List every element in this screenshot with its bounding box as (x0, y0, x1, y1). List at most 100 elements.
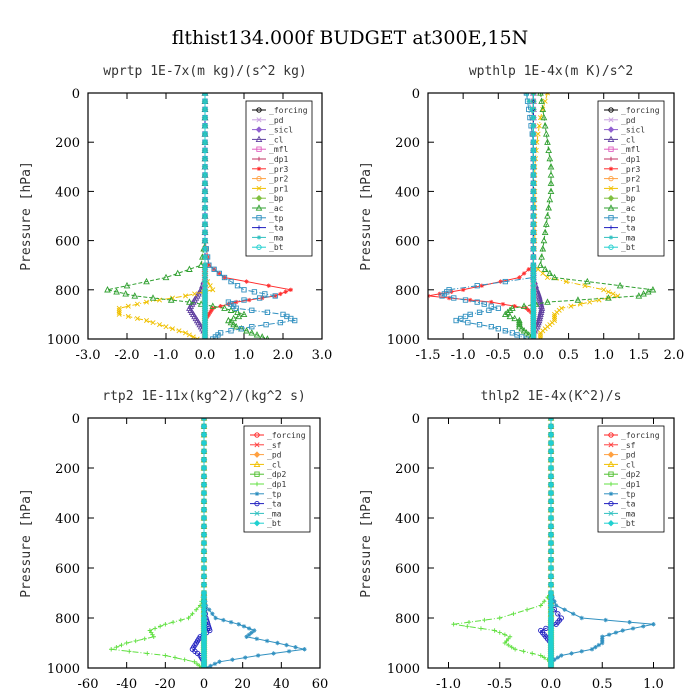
legend-marker (254, 471, 260, 477)
data-point (512, 647, 518, 652)
data-point (506, 642, 511, 648)
data-point (502, 640, 508, 646)
data-point (451, 295, 457, 301)
data-point (202, 246, 208, 252)
data-point (571, 611, 576, 617)
legend-label: _cl (621, 135, 636, 144)
data-point (589, 647, 595, 652)
y-tick-label: 600 (55, 562, 80, 577)
legend-marker (607, 451, 615, 458)
data-point (200, 581, 208, 588)
data-point (186, 298, 193, 305)
y-tick-label: 0 (72, 87, 80, 102)
data-point (213, 615, 218, 621)
legend-marker (256, 156, 262, 162)
data-point (241, 297, 247, 303)
data-point (127, 649, 132, 654)
x-tick-label: -1.0 (153, 348, 178, 363)
data-point (538, 253, 545, 260)
legend-label: _forcing (269, 106, 308, 115)
x-tick-label: -20 (155, 677, 176, 692)
legend-marker (608, 156, 614, 162)
data-point (541, 599, 547, 604)
data-point (530, 123, 537, 129)
data-point (649, 286, 657, 293)
data-point (259, 333, 266, 339)
legend-marker (256, 225, 262, 230)
data-point (293, 644, 298, 650)
data-point (186, 265, 193, 272)
data-point (547, 187, 555, 195)
data-point (511, 611, 516, 617)
data-point (530, 180, 537, 186)
data-point (302, 647, 307, 652)
legend-marker (253, 519, 261, 527)
data-point (465, 319, 471, 326)
data-point (200, 664, 208, 668)
legend-marker (607, 194, 615, 202)
data-point (530, 221, 537, 227)
data-point (551, 273, 558, 281)
data-point (206, 263, 212, 268)
legend-label: _ac (269, 204, 284, 213)
data-point (225, 316, 232, 324)
data-point (200, 556, 208, 563)
legend-box (597, 425, 665, 533)
y-tick-label: 400 (55, 512, 80, 527)
data-point (275, 640, 280, 646)
plot-frame (427, 92, 675, 340)
data-point (481, 301, 487, 307)
data-point (502, 632, 508, 637)
data-point (157, 624, 163, 629)
legend-label: _ma (269, 233, 284, 242)
data-point (241, 624, 247, 629)
data-point (540, 236, 548, 244)
data-point (547, 506, 555, 513)
data-point (511, 314, 519, 322)
data-point (202, 106, 208, 113)
legend-box (243, 425, 311, 533)
data-point (613, 630, 619, 635)
legend-marker (608, 185, 614, 191)
legend-label: _tp (267, 490, 282, 499)
data-point (526, 267, 531, 272)
legend-marker (256, 146, 262, 152)
chart-title: thlp2 1E-4x(K^2)/s (481, 389, 622, 404)
data-point (605, 294, 612, 301)
data-point (531, 197, 536, 202)
data-point (221, 617, 226, 623)
data-point (244, 279, 249, 284)
data-point (547, 531, 555, 538)
data-point (271, 651, 276, 656)
data-point (523, 329, 530, 336)
data-point (263, 322, 269, 328)
data-point (163, 622, 168, 627)
data-point (547, 573, 555, 580)
legend-marker (256, 244, 262, 250)
data-point (547, 171, 555, 178)
y-tick-label: 1000 (387, 662, 420, 677)
data-point (212, 661, 218, 667)
series-line-pr1 (118, 93, 214, 339)
x-tick-label: -2.0 (114, 348, 139, 363)
x-tick-label: 2.0 (664, 348, 685, 363)
legend-label: _cl (269, 135, 284, 144)
y-tick-label: 200 (395, 462, 420, 477)
data-point (544, 93, 551, 96)
y-tick-label: 0 (412, 412, 420, 427)
data-point (200, 481, 208, 488)
data-point (202, 123, 208, 128)
data-point (176, 328, 182, 334)
data-point (479, 283, 485, 288)
data-point (574, 296, 582, 303)
y-tick-label: 800 (395, 284, 420, 299)
data-point (202, 188, 208, 195)
data-point (547, 439, 555, 447)
data-point (545, 204, 552, 211)
data-point (235, 312, 243, 320)
chart-panel-4: thlp2 1E-4x(K^2)/s Pressure [hPa] 0 200 400 6… (359, 389, 675, 692)
legend-label: _forcing (621, 106, 660, 115)
data-point (236, 622, 241, 627)
data-point (264, 638, 270, 644)
data-point (531, 263, 536, 268)
